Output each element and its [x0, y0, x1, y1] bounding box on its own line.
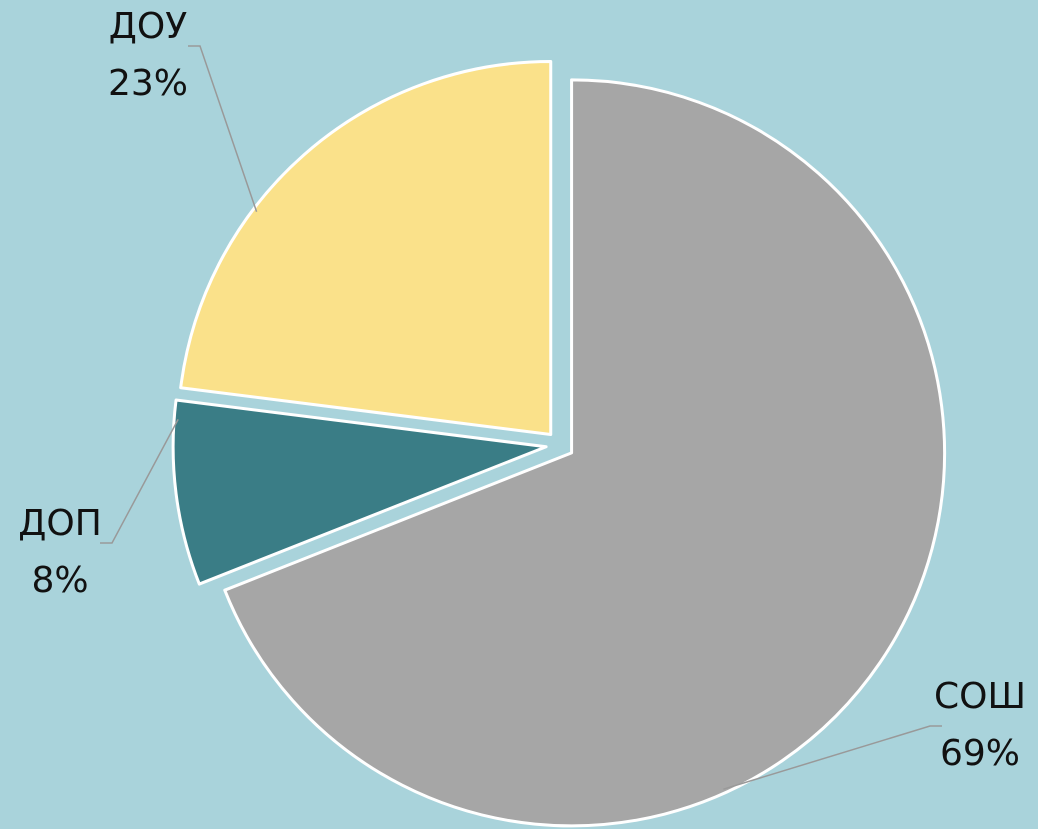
category-label: СОШ	[934, 676, 1026, 717]
leader-line	[100, 418, 179, 544]
leader-line	[188, 45, 258, 212]
pie-slice	[223, 78, 947, 828]
value-label: 8%	[31, 560, 88, 601]
leader-line	[723, 725, 942, 790]
category-label: ДОУ	[109, 6, 187, 47]
pie-slice	[171, 398, 548, 586]
value-label: 69%	[940, 733, 1020, 774]
category-label: ДОП	[18, 503, 102, 544]
value-label: 23%	[108, 63, 188, 104]
pie-slice	[179, 59, 553, 436]
